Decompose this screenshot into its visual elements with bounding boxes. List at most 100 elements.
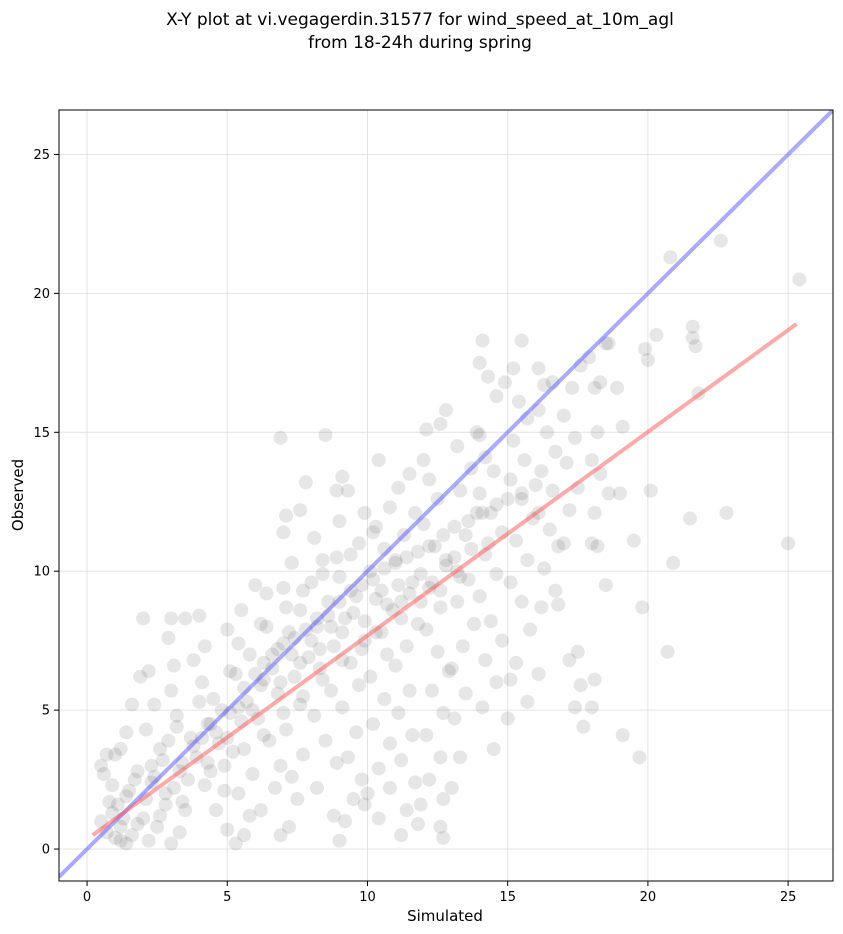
- scatter-point: [419, 422, 434, 437]
- scatter-point: [150, 819, 165, 834]
- scatter-point: [436, 830, 451, 845]
- grid-lines: [59, 110, 833, 881]
- scatter-point: [343, 547, 358, 562]
- scatter-point: [239, 694, 254, 709]
- scatter-point: [138, 722, 153, 737]
- scatter-point: [245, 703, 260, 718]
- scatter-point: [439, 558, 453, 573]
- scatter-point: [141, 664, 156, 679]
- scatter-point: [503, 472, 518, 487]
- scatter-point: [587, 672, 602, 687]
- scatter-point: [626, 533, 641, 548]
- scatter-point: [262, 733, 277, 748]
- scatter-point: [584, 700, 599, 715]
- scatter-point: [357, 797, 372, 812]
- scatter-point: [175, 794, 190, 809]
- scatter-point: [399, 803, 414, 818]
- scatter-point: [295, 747, 310, 762]
- scatter-point: [453, 483, 468, 498]
- x-tick-label: 0: [83, 890, 91, 905]
- scatter-point: [335, 625, 350, 640]
- scatter-point: [537, 378, 552, 393]
- scatter-point: [354, 772, 369, 787]
- scatter-point: [228, 667, 243, 682]
- scatter-point: [713, 233, 728, 248]
- scatter-point: [276, 705, 291, 720]
- scatter-point: [405, 728, 420, 743]
- scatter-point: [284, 555, 299, 570]
- scatter-point: [178, 611, 193, 626]
- scatter-point: [556, 408, 571, 423]
- scatter-point: [422, 472, 437, 487]
- scatter-point: [326, 808, 341, 823]
- scatter-point: [371, 761, 386, 776]
- scatter-point: [615, 728, 630, 743]
- scatter-point: [352, 678, 367, 693]
- y-tick-label: 15: [33, 426, 50, 441]
- scatter-point: [340, 750, 355, 765]
- scatter-point: [256, 655, 271, 670]
- scatter-point: [164, 836, 179, 851]
- scatter-point: [391, 578, 406, 593]
- scatter-point: [436, 792, 451, 807]
- scatter-point: [124, 697, 139, 712]
- scatter-point: [352, 536, 367, 551]
- scatter-point: [500, 711, 515, 726]
- scatter-point: [416, 453, 431, 468]
- scatter-point: [520, 553, 535, 568]
- scatter-point: [410, 544, 425, 559]
- scatter-point: [315, 553, 330, 568]
- scatter-point: [290, 792, 305, 807]
- scatter-point: [469, 505, 484, 520]
- scatter-point: [209, 803, 224, 818]
- chart-title-line-2: from 18-24h during spring: [308, 33, 532, 53]
- scatter-point: [422, 539, 437, 554]
- scatter-point: [197, 639, 212, 654]
- scatter-point: [366, 525, 381, 540]
- scatter-point: [408, 505, 423, 520]
- scatter-point: [419, 622, 434, 637]
- scatter-point: [354, 642, 369, 657]
- scatter-point: [506, 361, 521, 376]
- scatter-point: [329, 550, 344, 565]
- scatter-point: [635, 600, 650, 615]
- scatter-point: [293, 655, 308, 670]
- x-axis-ticks: 0 5 10 15 20 25: [83, 881, 796, 905]
- scatter-point: [486, 742, 501, 757]
- scatter-point: [660, 644, 675, 659]
- scatter-point: [231, 636, 246, 651]
- scatter-point: [402, 683, 417, 698]
- scatter-point: [220, 822, 235, 837]
- scatter-point: [209, 725, 224, 740]
- scatter-point: [615, 419, 630, 434]
- scatter-point: [234, 603, 249, 618]
- scatter-point: [158, 797, 173, 812]
- scatter-point: [590, 425, 605, 440]
- scatter-point: [108, 747, 123, 762]
- scatter-point: [329, 483, 344, 498]
- scatter-point: [402, 466, 417, 481]
- fit-lines: [59, 110, 833, 879]
- scatter-point: [276, 580, 291, 595]
- scatter-point: [511, 394, 526, 409]
- scatter-point: [472, 355, 487, 370]
- scatter-point: [685, 330, 700, 345]
- scatter-point: [144, 758, 159, 773]
- scatter-point: [304, 575, 319, 590]
- scatter-point: [503, 672, 518, 687]
- scatter-point: [273, 675, 288, 690]
- scatter-point: [548, 583, 563, 598]
- scatter-point: [388, 658, 403, 673]
- scatter-point: [197, 778, 212, 793]
- scatter-point: [584, 536, 599, 551]
- scatter-point: [113, 742, 128, 757]
- scatter-point: [357, 505, 372, 520]
- scatter-point: [534, 600, 549, 615]
- scatter-point: [253, 617, 268, 631]
- scatter-point: [279, 722, 294, 737]
- scatter-point: [338, 611, 353, 626]
- scatter-point: [439, 553, 453, 568]
- scatter-point: [237, 828, 252, 843]
- scatter-point: [298, 475, 313, 490]
